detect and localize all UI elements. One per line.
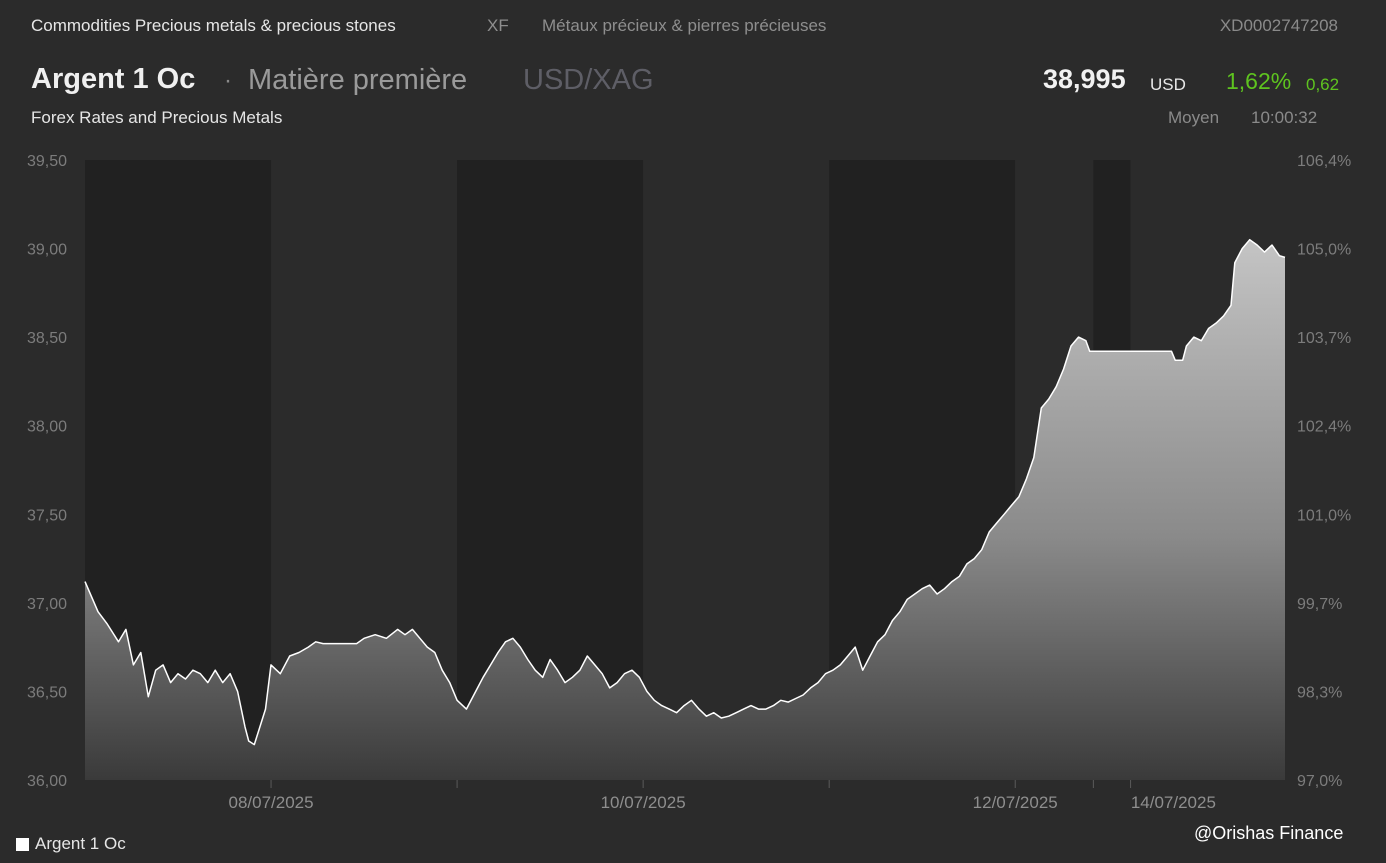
y-tick-label-right: 106,4%: [1297, 153, 1351, 170]
x-tick-label: 08/07/2025: [228, 793, 313, 812]
watermark: @Orishas Finance: [1194, 823, 1344, 843]
price-line: [84, 238, 1286, 746]
quote-time: 10:00:32: [1251, 108, 1318, 127]
price-basis: Moyen: [1168, 108, 1220, 127]
y-tick-label-left: 37,50: [27, 507, 67, 524]
last-price: 38,995: [1043, 64, 1126, 94]
y-tick-label-left: 36,00: [27, 773, 67, 790]
x-tick-label: 14/07/2025: [1131, 793, 1216, 812]
category-breadcrumb[interactable]: Commodities Precious metals & precious s…: [31, 16, 396, 35]
y-tick-label-right: 98,3%: [1297, 684, 1342, 701]
currency-pair: USD/XAG: [523, 64, 654, 96]
y-tick-label-left: 37,00: [27, 596, 67, 613]
y-tick-label-left: 38,50: [27, 330, 67, 347]
y-tick-label-right: 103,7%: [1297, 330, 1351, 347]
exchange-code: XF: [487, 16, 509, 35]
y-tick-label-right: 105,0%: [1297, 242, 1351, 259]
change-percent: 1,62%: [1226, 68, 1292, 94]
y-tick-label-left: 39,00: [27, 242, 67, 259]
price-area-fill: [85, 239, 1285, 780]
instrument-type: Matière première: [248, 64, 468, 96]
period-band-3: [643, 160, 830, 780]
y-tick-label-left: 39,50: [27, 153, 67, 170]
instrument-title: Argent 1 Oc: [31, 63, 196, 95]
market-subtitle: Forex Rates and Precious Metals: [31, 108, 283, 127]
category-breadcrumb-fr[interactable]: Métaux précieux & pierres précieuses: [542, 16, 827, 35]
chart-legend[interactable]: Argent 1 Oc: [16, 834, 126, 854]
x-tick-label: 12/07/2025: [973, 793, 1058, 812]
change-absolute: 0,62: [1306, 75, 1340, 94]
y-tick-label-right: 97,0%: [1297, 773, 1342, 790]
legend-swatch: [16, 837, 29, 851]
isin-code: XD0002747208: [1219, 16, 1338, 35]
y-tick-label-right: 99,7%: [1297, 596, 1342, 613]
price-currency: USD: [1150, 75, 1186, 94]
x-tick-label: 10/07/2025: [601, 793, 686, 812]
y-tick-label-left: 38,00: [27, 419, 67, 436]
y-tick-label-right: 101,0%: [1297, 507, 1351, 524]
title-separator: ·: [224, 67, 232, 94]
y-tick-label-right: 102,4%: [1297, 419, 1351, 436]
legend-label: Argent 1 Oc: [35, 834, 126, 853]
y-tick-label-left: 36,50: [27, 684, 67, 701]
